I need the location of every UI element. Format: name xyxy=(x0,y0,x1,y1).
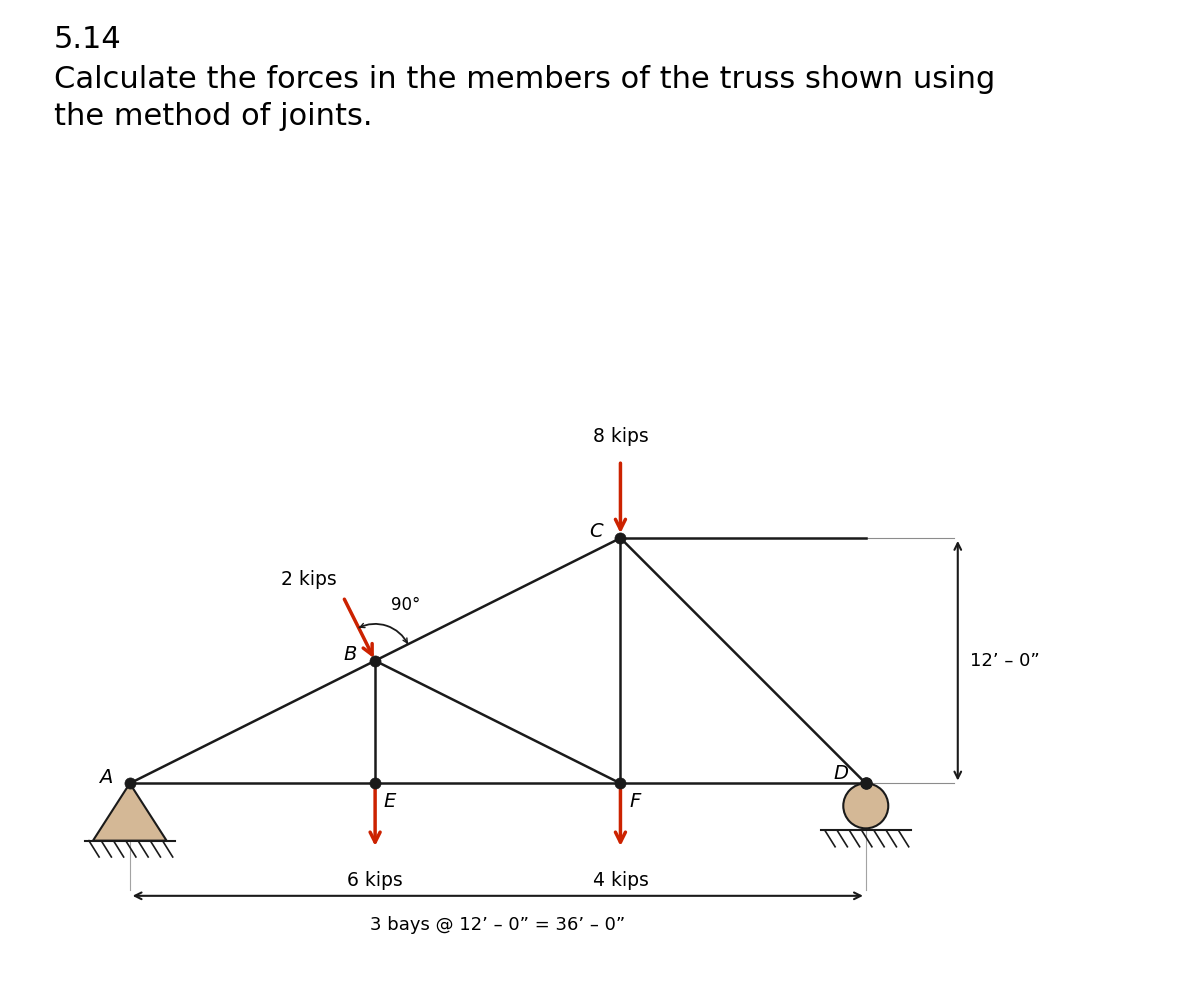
Text: 90°: 90° xyxy=(391,596,420,614)
Text: 3 bays @ 12’ – 0” = 36’ – 0”: 3 bays @ 12’ – 0” = 36’ – 0” xyxy=(370,916,625,934)
Text: 5.14: 5.14 xyxy=(54,25,121,54)
Text: 4 kips: 4 kips xyxy=(593,872,648,891)
Text: 12’ – 0”: 12’ – 0” xyxy=(970,651,1039,669)
Text: B: B xyxy=(344,645,358,664)
Circle shape xyxy=(844,784,888,829)
Text: 2 kips: 2 kips xyxy=(281,569,337,588)
Polygon shape xyxy=(92,784,167,841)
Text: 8 kips: 8 kips xyxy=(593,427,648,446)
Text: C: C xyxy=(589,522,602,541)
Text: D: D xyxy=(834,764,848,783)
Text: Calculate the forces in the members of the truss shown using
the method of joint: Calculate the forces in the members of t… xyxy=(54,65,995,131)
Text: 6 kips: 6 kips xyxy=(347,872,403,891)
Text: A: A xyxy=(98,768,112,787)
Text: F: F xyxy=(629,793,641,812)
Text: E: E xyxy=(383,793,396,812)
